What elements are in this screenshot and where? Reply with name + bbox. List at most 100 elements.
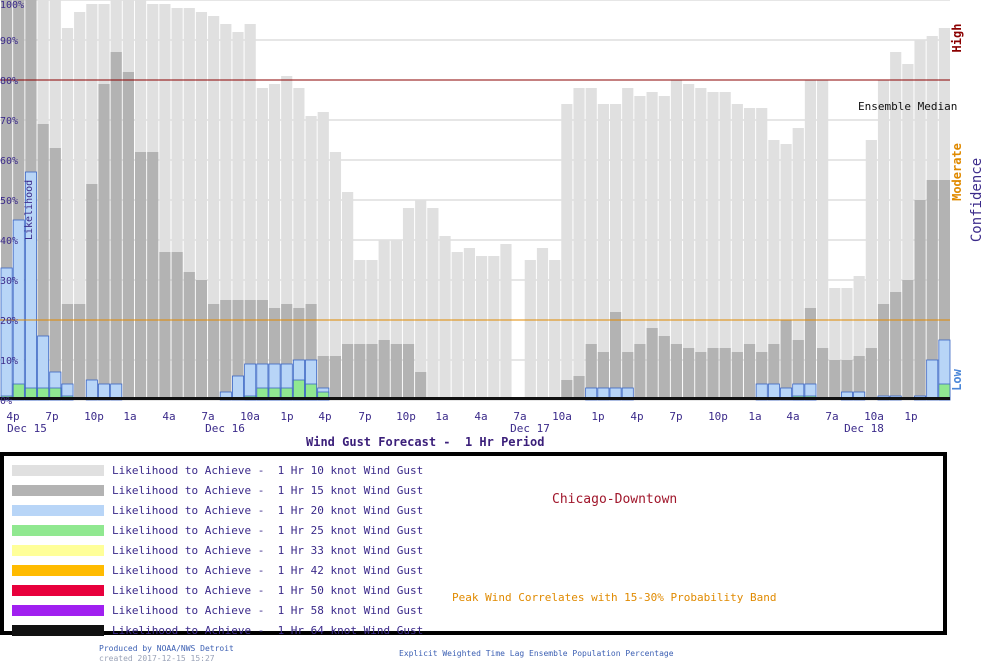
bar-s0-50 [609,104,622,400]
bar-s1-47 [573,376,585,400]
bar-s0-27 [329,152,342,400]
bar-s1-71 [865,348,877,400]
bar-s0-72 [877,80,890,400]
bar-s2-19 [232,375,244,401]
bar-s1-24 [293,308,305,400]
bar-s0-13 [159,4,171,400]
bar-s0-71 [865,140,877,400]
x-tick-label: 1a [748,410,761,423]
bar-s2-76 [926,359,939,401]
x-tick-label: 1a [123,410,136,423]
bar-s1-27 [329,356,342,400]
bar-s0-74 [902,64,914,400]
bar-s1-23 [281,304,293,400]
bar-s0-45 [549,260,561,400]
bar-s1-5 [61,304,74,400]
bar-s0-22 [268,84,281,400]
bar-s0-28 [342,192,354,400]
bar-s0-55 [670,80,683,400]
bar-s0-69 [841,288,853,400]
legend-label: Likelihood to Achieve - 1 Hr 15 knot Win… [112,484,424,497]
bar-s1-15 [183,272,195,400]
confidence-low-label: Low [950,368,964,390]
legend-swatch [12,605,104,616]
bar-s0-37 [451,252,463,400]
method-note: Explicit Weighted Time Lag Ensemble Popu… [399,649,674,658]
bar-s0-20 [244,24,256,400]
bar-s1-53 [646,328,658,400]
bar-s1-70 [853,356,865,400]
bar-s0-15 [183,8,195,400]
bar-s1-6 [74,304,86,400]
x-tick-label: 1p [591,410,604,423]
bar-s1-75 [914,200,926,400]
bar-s1-62 [756,352,768,400]
x-tick-label: 7p [358,410,371,423]
legend-label: Likelihood to Achieve - 1 Hr 33 knot Win… [112,544,424,557]
bar-s1-8 [98,84,110,400]
location-label: Chicago-Downtown [552,492,678,507]
x-tick-label: 1p [904,410,917,423]
y-tick-label: 100% [0,0,24,11]
bar-s1-7 [86,184,98,400]
bar-s0-56 [683,84,695,400]
bar-s0-46 [561,104,573,400]
bar-s0-6 [74,12,86,400]
legend-swatch [12,625,104,636]
bar-s1-72 [877,304,890,400]
bar-s0-23 [281,76,293,400]
legend-label: Likelihood to Achieve - 1 Hr 25 knot Win… [112,524,424,537]
x-tick-label: 4a [786,410,799,423]
bar-s0-16 [195,12,208,400]
bar-s1-1 [13,0,25,400]
bar-s1-18 [220,300,232,400]
bar-s1-61 [743,344,756,400]
bar-s0-49 [597,104,609,400]
bar-s0-40 [488,256,500,400]
x-tick-label: 1p [280,410,293,423]
bar-s1-12 [147,152,159,400]
x-tick-label: 7p [45,410,58,423]
bar-s1-50 [609,312,622,400]
bar-s0-18 [220,24,232,400]
bar-s1-4 [49,148,61,400]
bar-s2-0 [0,267,13,401]
y-tick-label: 50% [0,196,18,207]
x-tick-label: 10p [84,410,104,423]
bar-s1-31 [378,340,390,400]
bar-s0-47 [573,88,585,400]
y-tick-label: 60% [0,156,18,167]
chart-title: Wind Gust Forecast - 1 Hr Period [306,435,545,449]
legend-label: Likelihood to Achieve - 1 Hr 58 knot Win… [112,604,424,617]
bar-s1-29 [354,344,366,400]
bar-s1-56 [683,348,695,400]
x-tick-label: 7a [825,410,838,423]
bar-s1-54 [658,336,670,400]
bar-s1-0 [1,0,13,400]
bar-s1-21 [256,300,268,400]
bar-s1-59 [719,348,731,400]
bar-s0-41 [500,244,512,400]
bar-s1-11 [134,152,147,400]
legend-label: Likelihood to Achieve - 1 Hr 10 knot Win… [112,464,424,477]
bar-s1-33 [402,344,415,400]
bar-s2-20 [244,363,257,401]
bar-s0-35 [427,208,439,400]
bar-s0-61 [743,108,756,400]
bar-s0-62 [756,108,768,400]
chart-bars [0,0,951,401]
wind-gust-chart: 0% 10% 20% 30% 40% 50% 60% 70% 80% 90% 100% Likelih… [0,0,985,435]
y-tick-label: 0% [0,396,12,407]
x-day-label: Dec 15 [7,422,47,435]
bar-s0-29 [354,260,366,400]
bar-s1-64 [780,320,792,400]
y-axis-label: Likelihood [24,180,35,240]
bar-s1-65 [792,340,804,400]
bar-s0-60 [731,104,743,400]
x-tick-label: 4a [474,410,487,423]
x-tick-label: 10p [396,410,416,423]
bar-s0-39 [476,256,488,400]
threshold-lines [0,79,950,321]
bar-s0-44 [536,248,549,400]
bar-s0-64 [780,144,792,400]
